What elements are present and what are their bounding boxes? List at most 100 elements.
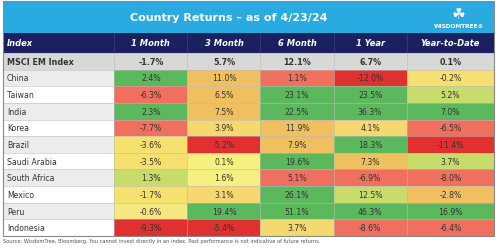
- Text: 0.1%: 0.1%: [214, 157, 234, 166]
- Bar: [407, 54, 494, 70]
- Text: Peru: Peru: [7, 207, 24, 216]
- Bar: [407, 137, 494, 153]
- Text: 3.7%: 3.7%: [440, 157, 460, 166]
- Bar: [3, 203, 114, 219]
- Text: 6 Month: 6 Month: [278, 39, 317, 48]
- Bar: [114, 104, 187, 120]
- Text: 26.1%: 26.1%: [285, 190, 309, 199]
- Text: 1.3%: 1.3%: [141, 174, 161, 182]
- Bar: [187, 219, 260, 236]
- Text: Indonesia: Indonesia: [7, 223, 45, 232]
- Text: 23.5%: 23.5%: [358, 91, 382, 100]
- Text: -11.4%: -11.4%: [436, 140, 464, 149]
- Text: Source: WisdomTree, Bloomberg. You cannot invest directly in an index. Past perf: Source: WisdomTree, Bloomberg. You canno…: [3, 238, 321, 243]
- Text: 11.0%: 11.0%: [212, 74, 236, 83]
- Text: 22.5%: 22.5%: [285, 107, 309, 116]
- Bar: [187, 203, 260, 219]
- Text: -8.6%: -8.6%: [359, 223, 381, 232]
- Text: 2.4%: 2.4%: [141, 74, 161, 83]
- Bar: [333, 104, 407, 120]
- Bar: [407, 153, 494, 170]
- Text: -8.0%: -8.0%: [439, 174, 461, 182]
- Bar: [260, 87, 333, 104]
- Text: -6.9%: -6.9%: [359, 174, 381, 182]
- Bar: [187, 87, 260, 104]
- Text: -1.7%: -1.7%: [138, 58, 164, 67]
- Bar: [114, 153, 187, 170]
- Text: 19.6%: 19.6%: [285, 157, 309, 166]
- Bar: [260, 137, 333, 153]
- Text: 7.3%: 7.3%: [360, 157, 380, 166]
- Text: 12.1%: 12.1%: [283, 58, 311, 67]
- Text: 3.7%: 3.7%: [287, 223, 307, 232]
- Bar: [333, 137, 407, 153]
- Text: 7.9%: 7.9%: [287, 140, 307, 149]
- Text: 46.3%: 46.3%: [358, 207, 382, 216]
- Text: China: China: [7, 74, 29, 83]
- Text: -2.8%: -2.8%: [439, 190, 461, 199]
- Bar: [187, 54, 260, 70]
- Text: 1 Year: 1 Year: [355, 39, 385, 48]
- Bar: [114, 203, 187, 219]
- Text: -0.2%: -0.2%: [439, 74, 461, 83]
- Bar: [3, 70, 114, 87]
- Text: -1.7%: -1.7%: [140, 190, 162, 199]
- Bar: [333, 219, 407, 236]
- Text: Index: Index: [7, 39, 33, 48]
- Bar: [333, 170, 407, 186]
- Text: Mexico: Mexico: [7, 190, 34, 199]
- Text: South Africa: South Africa: [7, 174, 55, 182]
- Text: Brazil: Brazil: [7, 140, 29, 149]
- Bar: [114, 219, 187, 236]
- Bar: [3, 186, 114, 203]
- Bar: [333, 54, 407, 70]
- Text: 5.7%: 5.7%: [213, 58, 235, 67]
- Text: 2.3%: 2.3%: [141, 107, 161, 116]
- Text: 3 Month: 3 Month: [204, 39, 244, 48]
- Bar: [407, 104, 494, 120]
- Bar: [333, 186, 407, 203]
- Text: 5.2%: 5.2%: [440, 91, 460, 100]
- Bar: [114, 170, 187, 186]
- Bar: [260, 219, 333, 236]
- Text: Korea: Korea: [7, 124, 29, 133]
- Bar: [114, 186, 187, 203]
- Text: Country Returns – as of 4/23/24: Country Returns – as of 4/23/24: [130, 13, 328, 23]
- Text: 19.4%: 19.4%: [212, 207, 236, 216]
- Bar: [3, 34, 494, 54]
- Text: -3.5%: -3.5%: [140, 157, 162, 166]
- Text: -6.4%: -6.4%: [439, 223, 462, 232]
- Text: Year-to-Date: Year-to-Date: [420, 39, 480, 48]
- Text: 6.5%: 6.5%: [214, 91, 234, 100]
- Bar: [3, 170, 114, 186]
- Bar: [187, 170, 260, 186]
- Bar: [114, 120, 187, 137]
- Text: 6.7%: 6.7%: [359, 58, 381, 67]
- Text: -7.7%: -7.7%: [140, 124, 162, 133]
- Text: 36.3%: 36.3%: [358, 107, 382, 116]
- Bar: [3, 219, 114, 236]
- Bar: [260, 70, 333, 87]
- Text: 16.9%: 16.9%: [438, 207, 463, 216]
- Text: 18.3%: 18.3%: [358, 140, 382, 149]
- Text: 11.9%: 11.9%: [285, 124, 309, 133]
- Bar: [260, 203, 333, 219]
- Bar: [3, 120, 114, 137]
- Bar: [3, 87, 114, 104]
- Bar: [260, 153, 333, 170]
- Text: 3.1%: 3.1%: [214, 190, 234, 199]
- Text: -5.2%: -5.2%: [213, 140, 235, 149]
- Bar: [260, 186, 333, 203]
- Bar: [187, 137, 260, 153]
- Text: 5.1%: 5.1%: [287, 174, 307, 182]
- Bar: [333, 70, 407, 87]
- Bar: [3, 137, 114, 153]
- Bar: [333, 203, 407, 219]
- Text: 1.1%: 1.1%: [287, 74, 307, 83]
- Bar: [114, 137, 187, 153]
- Text: WISDOMTREE®: WISDOMTREE®: [434, 24, 484, 29]
- Bar: [3, 2, 494, 34]
- Bar: [187, 104, 260, 120]
- Bar: [260, 54, 333, 70]
- Bar: [114, 70, 187, 87]
